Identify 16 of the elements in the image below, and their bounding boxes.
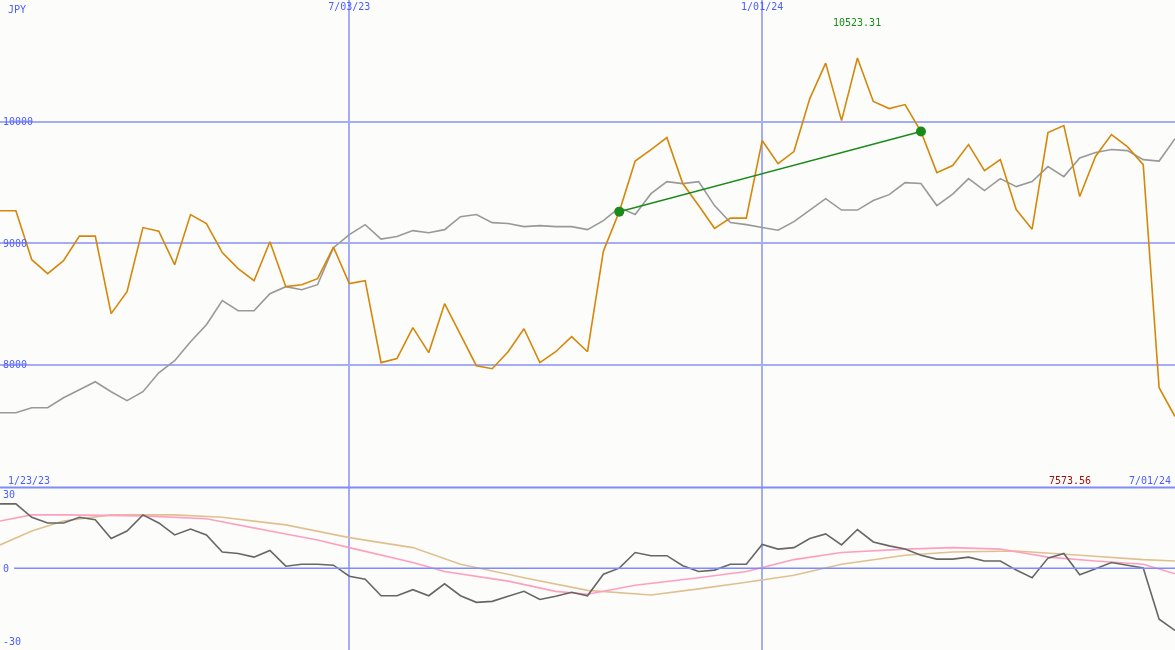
y-tick-label: -30 — [3, 635, 22, 647]
annotation: 7573.56 — [1049, 475, 1092, 486]
annotation: JPY — [8, 4, 27, 15]
y-tick-label: 10000 — [3, 116, 34, 128]
line-series — [0, 137, 1175, 414]
line-series — [0, 514, 1175, 596]
line-series — [0, 57, 1175, 418]
annotation: 7/01/24 — [1129, 475, 1172, 486]
y-tick-label: 30 — [3, 489, 16, 501]
x-tick-label: 7/03/23 — [328, 1, 371, 12]
annotation: 10523.31 — [833, 17, 882, 28]
y-tick-label: 0 — [3, 562, 10, 574]
annotation: 1/23/23 — [8, 475, 51, 486]
line-series — [0, 503, 1175, 632]
y-tick-label: 8000 — [3, 359, 28, 371]
x-tick-label: 1/01/24 — [741, 1, 784, 12]
